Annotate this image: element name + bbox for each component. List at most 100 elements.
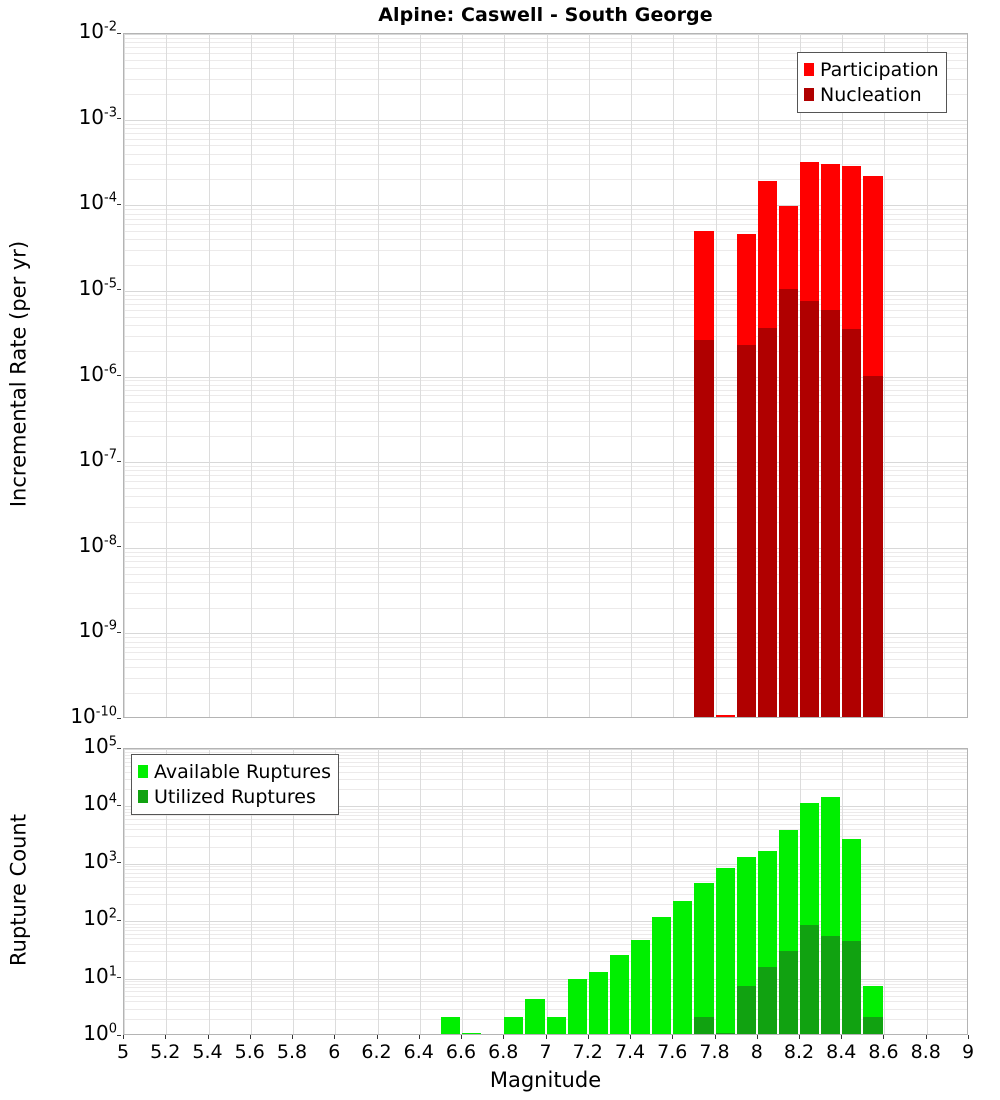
gridline-major: [124, 548, 967, 549]
legend-item: Available Ruptures: [138, 759, 331, 784]
x-tick-mark: [715, 1035, 716, 1039]
gridline-minor: [124, 42, 967, 43]
gridline-vertical: [462, 34, 463, 717]
gridline-minor: [124, 265, 967, 266]
gridline-minor: [124, 481, 967, 482]
incremental-rate-plot-area: [123, 33, 968, 718]
gridline-minor: [124, 128, 967, 129]
y-tick-mark: [117, 546, 121, 548]
gridline-minor: [124, 436, 967, 437]
gridline-vertical: [884, 34, 885, 717]
y-tick-mark: [117, 804, 121, 806]
gridline-minor: [124, 496, 967, 497]
x-tick-mark: [250, 1035, 251, 1039]
x-tick-mark: [503, 1035, 504, 1039]
bottom-panel-y-axis-label: Rupture Count: [6, 813, 30, 966]
gridline-minor: [124, 752, 967, 753]
gridline-minor: [124, 659, 967, 660]
gridline-minor: [124, 164, 967, 165]
bar-available: [694, 883, 714, 1034]
gridline-minor: [124, 133, 967, 134]
gridline-major: [124, 291, 967, 292]
x-tick-mark: [968, 1035, 969, 1039]
bar-available: [609, 954, 629, 1034]
bar-nucleation: [842, 329, 862, 717]
gridline-minor: [124, 762, 967, 763]
gridline-minor: [124, 310, 967, 311]
gridline-major: [124, 806, 967, 807]
gridline-minor: [124, 507, 967, 508]
y-tick-label: 10-2: [78, 19, 117, 43]
x-tick-label: 6.2: [361, 1041, 392, 1063]
x-tick-label: 5: [116, 1041, 130, 1063]
x-tick-mark: [799, 1035, 800, 1039]
gridline-minor: [124, 351, 967, 352]
x-tick-label: 5.8: [276, 1041, 308, 1063]
x-tick-label: 6.8: [488, 1041, 519, 1063]
gridline-minor: [124, 209, 967, 210]
x-tick-label: 5.4: [192, 1041, 223, 1063]
gridline-minor: [124, 779, 967, 780]
x-tick-label: 8: [750, 1041, 763, 1063]
gridline-vertical: [673, 749, 674, 1034]
gridline-minor: [124, 470, 967, 471]
gridline-vertical: [124, 34, 125, 717]
x-tick-mark: [757, 1035, 758, 1039]
gridline-minor: [124, 561, 967, 562]
x-tick-label: 7: [539, 1041, 552, 1063]
gridline-minor: [124, 693, 967, 694]
gridline-minor: [124, 380, 967, 381]
bar-available: [715, 868, 735, 1034]
gridline-vertical: [420, 34, 421, 717]
gridline-minor: [124, 984, 967, 985]
y-tick-label: 10-5: [78, 275, 117, 300]
x-tick-label: 8.4: [826, 1041, 857, 1063]
gridline-vertical: [547, 34, 548, 717]
gridline-minor: [124, 325, 967, 326]
gridline-vertical: [927, 749, 928, 1034]
y-tick-label: 10-3: [78, 104, 117, 129]
y-tick-mark: [117, 977, 121, 979]
gridline-major: [124, 749, 967, 750]
gridline-minor: [124, 987, 967, 988]
x-tick-mark: [588, 1035, 589, 1039]
gridline-minor: [124, 145, 967, 146]
gridline-minor: [124, 996, 967, 997]
bar-available: [440, 1016, 460, 1034]
bottom-panel-legend: Available Ruptures Utilized Ruptures: [131, 754, 339, 815]
gridline-minor: [124, 124, 967, 125]
gridline-minor: [124, 411, 967, 412]
bar-utilized: [736, 985, 756, 1034]
x-tick-label: 8.2: [783, 1041, 815, 1063]
top-panel-legend: Participation Nucleation: [797, 52, 947, 113]
x-tick-mark: [334, 1035, 335, 1039]
bar-available: [631, 940, 651, 1034]
x-tick-label: 6.6: [445, 1041, 477, 1063]
gridline-minor: [124, 593, 967, 594]
legend-label: Participation: [820, 58, 939, 81]
legend-label: Available Ruptures: [154, 760, 331, 783]
gridline-minor: [124, 934, 967, 935]
bar-utilized: [863, 1016, 883, 1034]
gridline-minor: [124, 567, 967, 568]
gridline-minor: [124, 961, 967, 962]
gridline-vertical: [884, 749, 885, 1034]
gridline-minor: [124, 317, 967, 318]
gridline-vertical: [209, 34, 210, 717]
gridline-vertical: [166, 34, 167, 717]
bar-nucleation: [821, 310, 841, 717]
gridline-vertical: [378, 34, 379, 717]
gridline-minor: [124, 766, 967, 767]
gridline-vertical: [673, 34, 674, 717]
gridline-minor: [124, 877, 967, 878]
gridline-minor: [124, 951, 967, 952]
bar-utilized: [694, 1016, 714, 1034]
gridline-minor: [124, 79, 967, 80]
x-tick-label: 6: [328, 1041, 341, 1063]
x-tick-mark: [841, 1035, 842, 1039]
y-tick-label: 10-9: [78, 618, 117, 643]
gridline-minor: [124, 154, 967, 155]
y-tick-mark: [117, 375, 121, 376]
rupture-count-plot-area: [123, 748, 968, 1035]
gridline-minor: [124, 239, 967, 240]
